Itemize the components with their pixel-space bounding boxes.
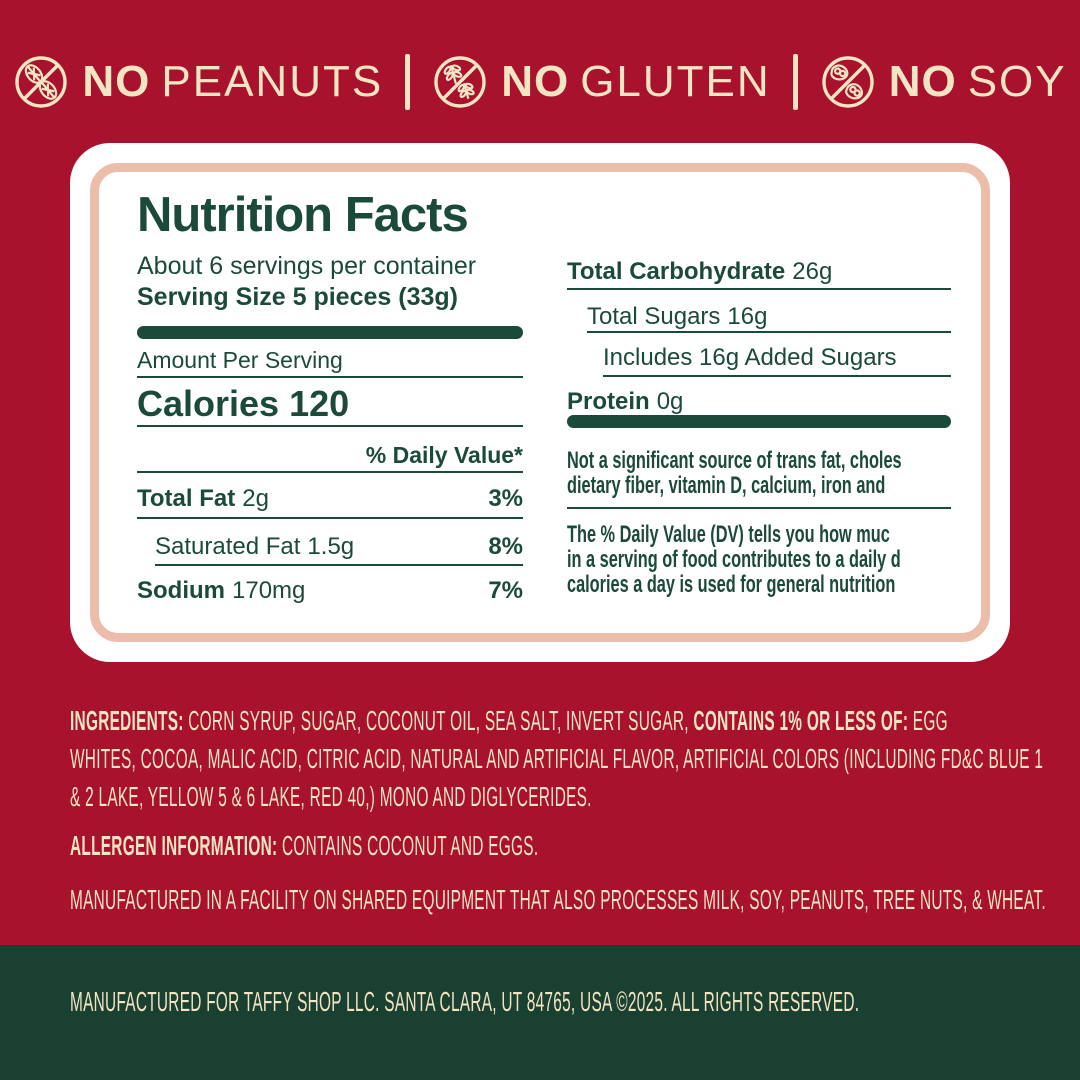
- panel-left-column: Nutrition Facts About 6 servings per con…: [137, 143, 523, 662]
- badge-no-gluten: NO GLUTEN: [432, 54, 770, 110]
- no-gluten-icon: [432, 54, 488, 110]
- daily-value-saturated-fat: 8%: [488, 533, 523, 560]
- footer-band: MANUFACTURED FOR TAFFY SHOP LLC. SANTA C…: [0, 945, 1080, 1080]
- panel-right-column: Total Carbohydrate 26g Total Sugars 16g In…: [567, 143, 951, 662]
- footnote-daily-value: The % Daily Value (DV) tells you how muc…: [567, 521, 901, 598]
- badge-separator: [792, 54, 798, 110]
- daily-value-sodium: 7%: [488, 577, 523, 604]
- divider: [155, 564, 523, 566]
- daily-value-header: % Daily Value*: [365, 442, 523, 468]
- no-soy-icon: [820, 54, 876, 110]
- nutrient-row-total-sugars: Total Sugars 16g: [587, 303, 768, 330]
- amount-per-serving: Amount Per Serving: [137, 347, 343, 373]
- nutrition-facts-title: Nutrition Facts: [137, 188, 469, 242]
- nutrient-row-sodium: Sodium 170mg: [137, 577, 306, 604]
- divider: [137, 425, 523, 427]
- badge-no-soy: NO SOY: [820, 54, 1067, 110]
- divider: [137, 376, 523, 378]
- badge-label: NO GLUTEN: [501, 57, 771, 106]
- divider: [567, 507, 951, 509]
- servings-per-container: About 6 servings per container: [137, 252, 477, 280]
- nutrient-row-saturated-fat: Saturated Fat 1.5g: [155, 533, 355, 560]
- nutrient-row-protein: Protein 0g: [567, 388, 684, 415]
- divider: [603, 375, 951, 377]
- divider: [137, 517, 523, 519]
- nutrient-row-total-fat: Total Fat 2g: [137, 485, 269, 512]
- daily-value-total-fat: 3%: [488, 485, 523, 512]
- footnote-not-significant: Not a significant source of trans fat, c…: [567, 447, 902, 499]
- badge-label: NO SOY: [888, 57, 1067, 106]
- divider: [587, 331, 951, 333]
- thick-divider-bar: [137, 326, 523, 339]
- no-peanuts-icon: [13, 54, 69, 110]
- divider: [567, 288, 951, 290]
- calories-row: Calories 120: [137, 383, 350, 424]
- nutrient-row-total-carbohydrate: Total Carbohydrate 26g: [567, 258, 833, 285]
- allergen-information: ALLERGEN INFORMATION: CONTAINS COCONUT A…: [70, 830, 539, 861]
- nutrient-row-added-sugars: Includes 16g Added Sugars: [603, 344, 897, 371]
- nutrition-facts-panel: Nutrition Facts About 6 servings per con…: [70, 143, 1010, 662]
- allergen-badge-row: NO PEANUTS: [0, 50, 1080, 114]
- badge-label: NO PEANUTS: [82, 57, 384, 106]
- serving-size: Serving Size 5 pieces (33g): [137, 283, 458, 311]
- divider: [137, 471, 523, 473]
- thick-divider-bar: [567, 415, 951, 428]
- ingredients-statement: INGREDIENTS: CORN SYRUP, SUGAR, COCONUT …: [70, 705, 1044, 812]
- badge-separator: [405, 54, 411, 110]
- badge-no-peanuts: NO PEANUTS: [13, 54, 383, 110]
- footer-manufacturer-text: MANUFACTURED FOR TAFFY SHOP LLC. SANTA C…: [70, 986, 860, 1017]
- facility-statement: MANUFACTURED IN A FACILITY ON SHARED EQU…: [70, 884, 1046, 915]
